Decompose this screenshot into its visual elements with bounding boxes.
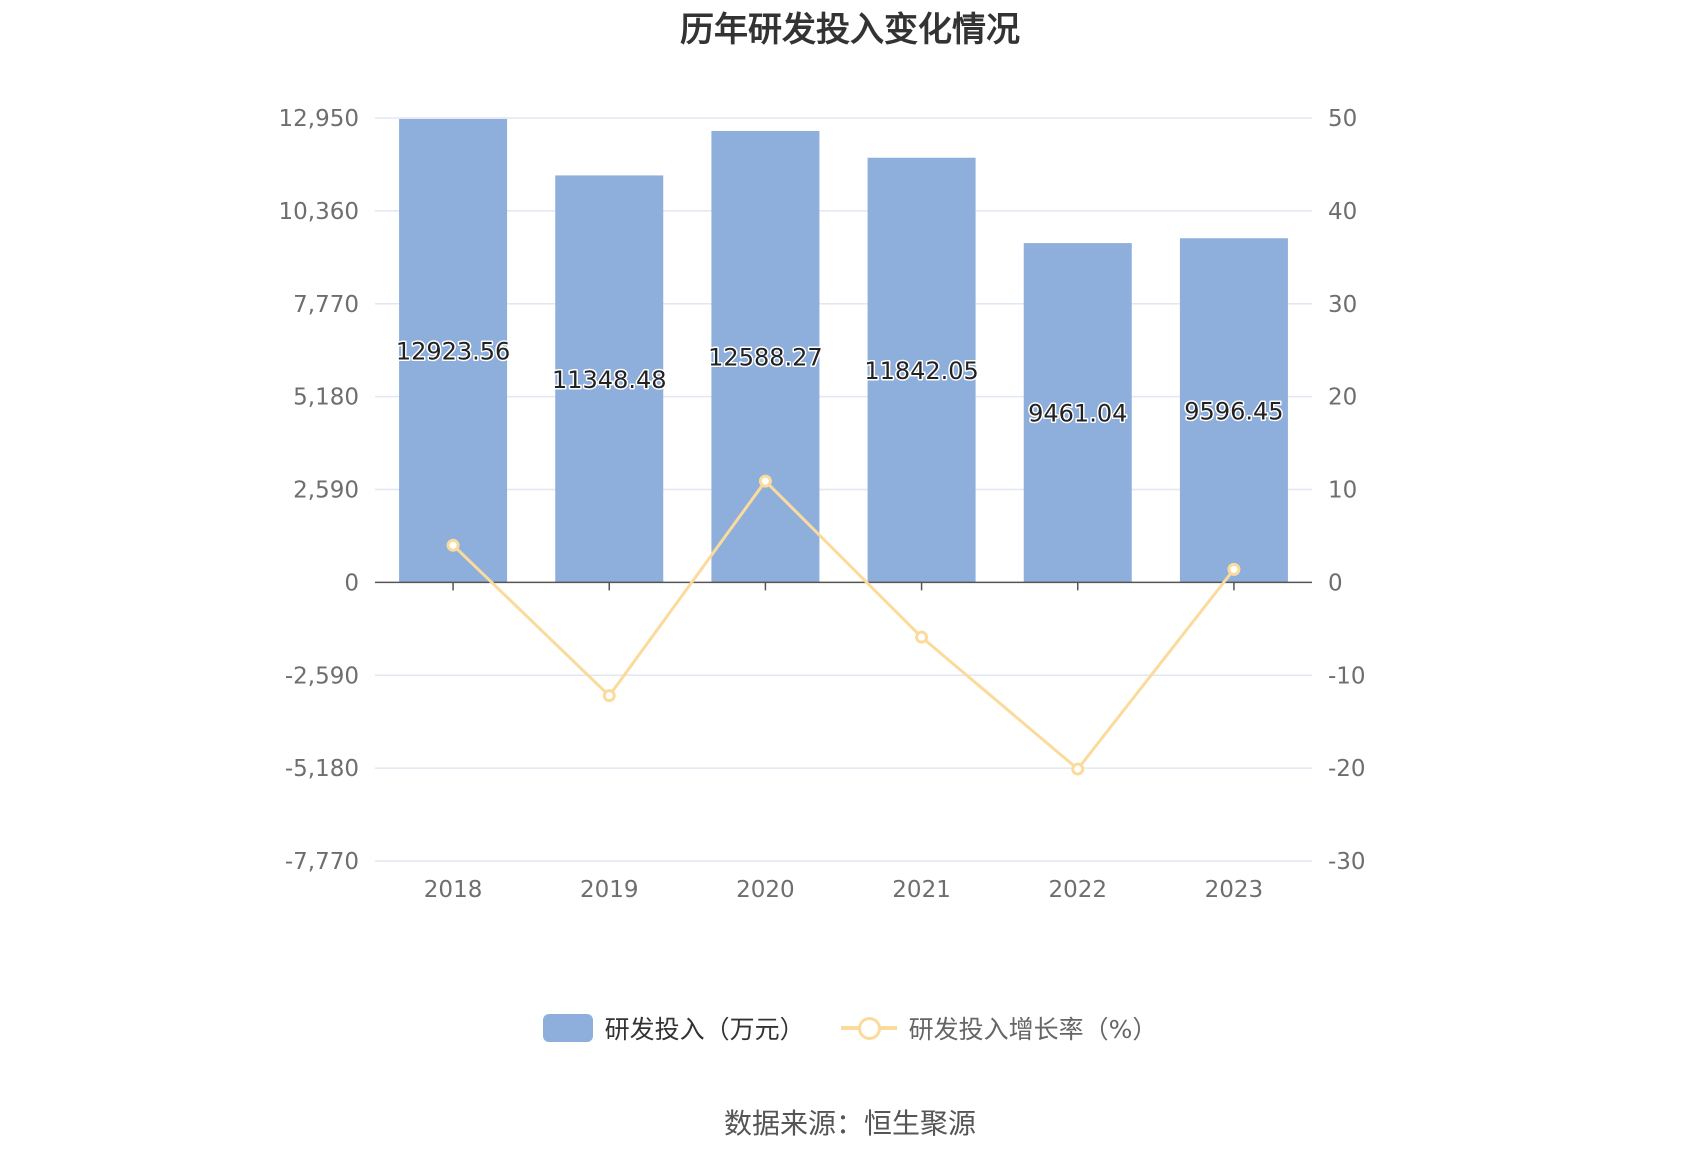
bar[interactable] bbox=[399, 118, 508, 583]
legend: 研发投入（万元） 研发投入增长率（%） bbox=[0, 1010, 1700, 1046]
x-tick-label: 2020 bbox=[736, 877, 795, 903]
y-left-tick-label: 7,770 bbox=[293, 292, 359, 318]
y-right-tick-label: 0 bbox=[1328, 570, 1343, 596]
y-left-tick-label: 0 bbox=[344, 570, 359, 596]
bar[interactable] bbox=[1179, 238, 1288, 583]
legend-item-bar[interactable]: 研发投入（万元） bbox=[542, 1010, 805, 1046]
y-right-tick-label: -30 bbox=[1328, 849, 1366, 875]
bar-value-label: 9461.04 bbox=[1028, 400, 1127, 428]
bar-value-label: 9596.45 bbox=[1184, 397, 1283, 425]
growth-point[interactable] bbox=[758, 474, 772, 488]
legend-line-marker-icon bbox=[857, 1017, 881, 1040]
bar-value-label: 12923.56 bbox=[396, 338, 511, 366]
growth-point[interactable] bbox=[602, 689, 616, 703]
bar[interactable] bbox=[555, 175, 664, 583]
bar[interactable] bbox=[867, 157, 976, 583]
legend-label-line: 研发投入增长率（%） bbox=[908, 1015, 1158, 1044]
y-right-tick-label: -10 bbox=[1328, 663, 1366, 689]
legend-line-swatch bbox=[840, 1014, 897, 1042]
y-left-tick-label: 2,590 bbox=[293, 478, 359, 504]
y-left-tick-label: 10,360 bbox=[279, 199, 359, 225]
x-tick-label: 2021 bbox=[892, 877, 951, 903]
y-right-tick-label: -20 bbox=[1328, 756, 1366, 782]
x-tick-label: 2019 bbox=[580, 877, 639, 903]
legend-label-bar: 研发投入（万元） bbox=[604, 1015, 805, 1044]
growth-point[interactable] bbox=[1071, 762, 1085, 776]
bar-value-label: 12588.27 bbox=[708, 344, 823, 372]
y-right-tick-label: 20 bbox=[1328, 385, 1357, 411]
chart-title: 历年研发投入变化情况 bbox=[680, 10, 1020, 50]
growth-point[interactable] bbox=[1227, 562, 1241, 576]
y-left-tick-label: 5,180 bbox=[293, 385, 359, 411]
bar[interactable] bbox=[1023, 243, 1132, 583]
data-labels: 12923.56 11348.48 12588.27 11842.05 9461.04 9… bbox=[394, 336, 1285, 429]
source-note: 数据来源：恒生聚源 bbox=[723, 1107, 976, 1140]
y-right-tick-label: 40 bbox=[1328, 199, 1357, 225]
legend-item-line[interactable]: 研发投入增长率（%） bbox=[840, 1010, 1158, 1046]
y-left-tick-label: -5,180 bbox=[285, 756, 359, 782]
bar[interactable] bbox=[711, 130, 820, 583]
y-right-tick-label: 10 bbox=[1328, 478, 1357, 504]
grid-lines bbox=[375, 117, 1312, 862]
growth-line bbox=[452, 478, 1236, 772]
x-tick-label: 2022 bbox=[1048, 877, 1107, 903]
bar-value-label: 11348.48 bbox=[552, 366, 667, 394]
legend-bar-swatch bbox=[542, 1014, 593, 1042]
y-left-tick-label: -7,770 bbox=[285, 849, 359, 875]
growth-point[interactable] bbox=[915, 630, 929, 644]
bar-series bbox=[399, 118, 1288, 583]
y-right-tick-label: 30 bbox=[1328, 292, 1357, 318]
bar-value-label: 11842.05 bbox=[864, 357, 979, 385]
y-right-tick-label: 50 bbox=[1328, 106, 1357, 132]
growth-point[interactable] bbox=[446, 538, 460, 552]
x-tick-label: 2018 bbox=[424, 877, 483, 903]
line-series bbox=[446, 474, 1241, 776]
axes: 12,950 50 10,360 40 7,770 30 5,180 20 2,590 10 0 0 -… bbox=[279, 106, 1366, 903]
y-left-tick-label: -2,590 bbox=[285, 663, 359, 689]
y-left-tick-label: 12,950 bbox=[279, 106, 359, 132]
x-tick-label: 2023 bbox=[1205, 877, 1264, 903]
